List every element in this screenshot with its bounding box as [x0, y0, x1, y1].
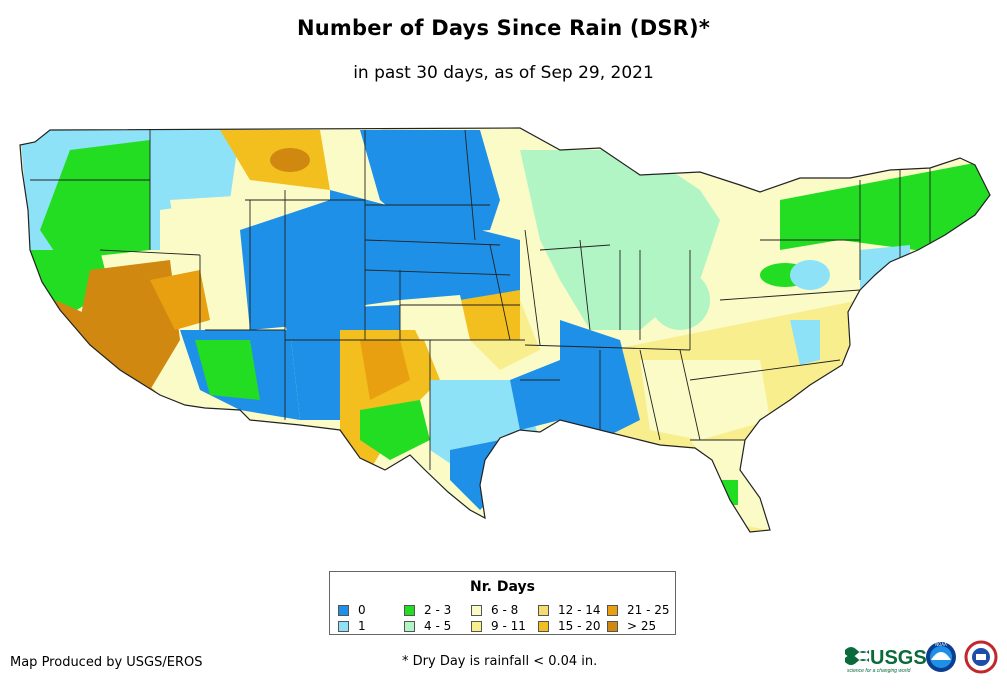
legend-item: 21 - 25	[607, 603, 670, 617]
legend-label: 6 - 8	[491, 603, 519, 617]
dsr-region	[430, 380, 540, 470]
us-dsr-map	[19, 127, 991, 533]
state-border	[364, 269, 511, 276]
legend-item: 1	[338, 619, 366, 633]
dsr-region	[650, 270, 710, 330]
usgs-tagline: science for a changing world	[847, 668, 911, 674]
state-border	[364, 239, 501, 246]
legend: Nr. Days 0 1 2 - 3 4 - 5 6 - 8 9 - 11 12 - 14 1…	[329, 571, 676, 635]
dsr-region	[790, 260, 830, 290]
legend-label: 1	[358, 619, 366, 633]
dsr-region	[270, 148, 310, 172]
legend-title: Nr. Days	[470, 579, 535, 595]
map-title: Number of Days Since Rain (DSR)*	[296, 16, 711, 40]
legend-label: 4 - 5	[424, 619, 452, 633]
legend-swatch	[607, 620, 618, 632]
state-border	[99, 249, 201, 256]
legend-swatch	[538, 620, 549, 632]
legend-swatch	[338, 604, 349, 616]
usgs-logo-text: USGS	[870, 647, 927, 669]
legend-swatch	[607, 604, 618, 616]
legend-item: 12 - 14	[538, 603, 601, 617]
usgs-wave-icon	[845, 647, 869, 665]
legend-item: 4 - 5	[404, 619, 451, 633]
legend-swatch	[538, 604, 549, 616]
dsr-region	[460, 290, 520, 340]
dsr-region	[860, 245, 910, 295]
dsr-region	[360, 340, 410, 400]
dsr-region	[150, 270, 210, 330]
legend-label: 21 - 25	[627, 603, 670, 617]
dsr-region	[240, 200, 380, 330]
national-weather-service-seal-icon	[964, 640, 998, 674]
state-border	[539, 244, 611, 251]
legend-swatch	[471, 604, 482, 616]
agency-logos: USGS science for a changing world NOAA	[845, 640, 998, 674]
legend-item: 2 - 3	[404, 603, 451, 617]
legend-item: 15 - 20	[538, 619, 601, 633]
dsr-region	[80, 260, 180, 390]
state-border	[489, 244, 511, 341]
dsr-region	[510, 360, 560, 430]
state-border	[639, 349, 661, 441]
state-border	[579, 239, 591, 331]
legend-item: > 25	[607, 619, 656, 633]
dsr-region	[790, 320, 820, 365]
dsr-region	[195, 340, 260, 400]
legend-item: 6 - 8	[471, 603, 518, 617]
dsr-region	[400, 295, 470, 340]
legend-swatch	[471, 620, 482, 632]
legend-swatch	[404, 604, 415, 616]
dsr-region	[360, 400, 430, 460]
legend-label: > 25	[627, 619, 657, 633]
legend-item: 0	[338, 603, 366, 617]
dsr-region	[40, 140, 150, 260]
state-border	[524, 344, 691, 351]
state-border	[524, 229, 541, 346]
dsr-region	[640, 360, 770, 440]
legend-item: 9 - 11	[471, 619, 526, 633]
map-subtitle: in past 30 days, as of Sep 29, 2021	[353, 63, 654, 83]
legend-label: 9 - 11	[491, 619, 526, 633]
dsr-region	[780, 160, 990, 260]
dsr-region	[150, 130, 240, 210]
legend-label: 0	[358, 603, 366, 617]
noaa-seal-text: NOAA	[935, 642, 947, 647]
dsr-region	[330, 190, 520, 310]
dsr-region	[55, 300, 160, 395]
legend-label: 2 - 3	[424, 603, 452, 617]
state-border	[719, 289, 861, 301]
legend-swatch	[404, 620, 415, 632]
legend-label: 12 - 14	[558, 603, 601, 617]
dsr-region	[170, 195, 260, 290]
state-border	[689, 359, 841, 381]
credit-text: Map Produced by USGS/EROS	[10, 655, 203, 670]
state-border	[679, 349, 701, 441]
state-border	[464, 129, 476, 241]
footnote-text: * Dry Day is rainfall < 0.04 in.	[402, 654, 598, 669]
legend-swatch	[338, 620, 349, 632]
noaa-seal-icon: NOAA	[926, 642, 956, 672]
legend-label: 15 - 20	[558, 619, 601, 633]
